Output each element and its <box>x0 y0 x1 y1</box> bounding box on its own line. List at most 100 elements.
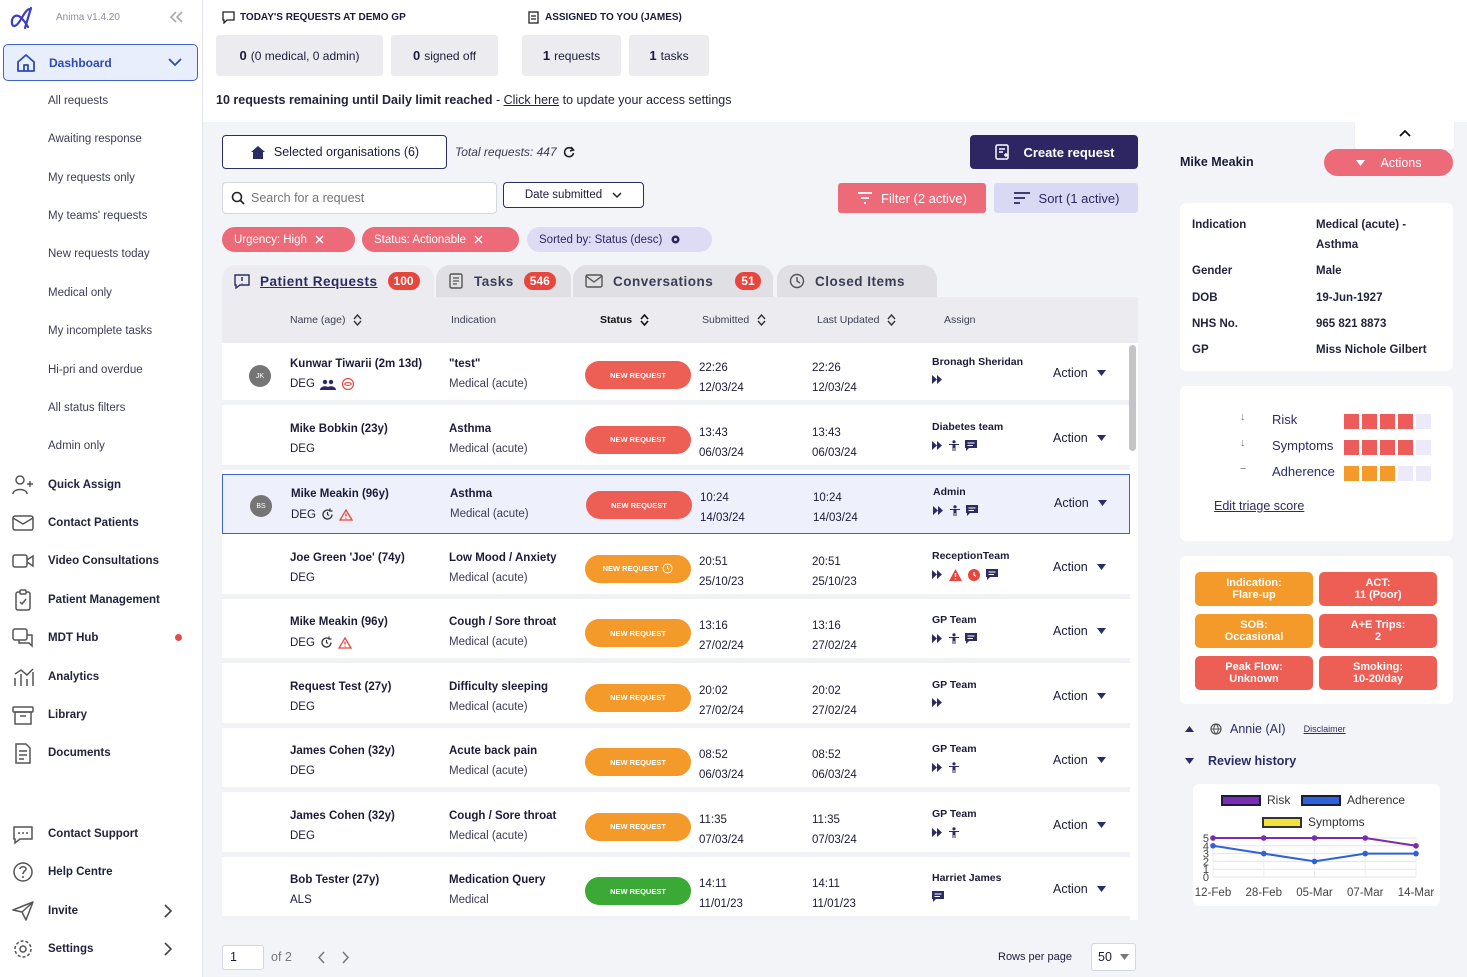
access-settings-link[interactable]: Click here <box>503 93 560 107</box>
table-row[interactable]: Joe Green 'Joe' (74y) DEG Low Mood / Anxie… <box>222 538 1130 599</box>
nav-dashboard[interactable]: Dashboard <box>3 44 198 81</box>
person-icon[interactable] <box>950 505 960 516</box>
stat-assigned-requests[interactable]: 1 requests <box>522 35 621 76</box>
nav-documents[interactable]: Documents <box>10 741 195 765</box>
close-icon[interactable] <box>474 235 483 244</box>
nav-analytics[interactable]: Analytics <box>10 665 195 689</box>
col-name[interactable]: Name (age) <box>290 314 362 326</box>
person-icon[interactable] <box>949 633 959 644</box>
row-action-menu[interactable]: Action <box>1053 624 1106 638</box>
patient-name-age[interactable]: James Cohen (32y) <box>290 809 395 822</box>
sort-button[interactable]: Sort (1 active) <box>994 183 1138 213</box>
filter-button[interactable]: Filter (2 active) <box>838 183 986 213</box>
warning-icon[interactable] <box>949 568 962 581</box>
nav-invite[interactable]: Invite <box>10 899 195 923</box>
row-action-menu[interactable]: Action <box>1054 496 1107 510</box>
disclaimer-link[interactable]: Disclaimer <box>1303 724 1346 734</box>
assignee[interactable]: Bronagh Sheridan <box>932 356 1024 368</box>
table-row[interactable]: James Cohen (32y) DEG Acute back pain Medic… <box>222 732 1130 792</box>
legend-adherence[interactable]: Adherence <box>1301 793 1405 807</box>
close-icon[interactable] <box>315 235 324 244</box>
row-action-menu[interactable]: Action <box>1053 366 1106 380</box>
sub-all-status-filters[interactable]: All status filters <box>48 402 126 414</box>
stat-today-count[interactable]: 0 (0 medical, 0 admin) <box>216 35 383 76</box>
message-icon[interactable] <box>932 891 944 902</box>
nav-settings[interactable]: Settings <box>10 937 195 961</box>
status-badge[interactable]: NEW REQUEST <box>585 619 691 647</box>
assignee[interactable]: GP Team <box>932 743 977 755</box>
nav-video-consultations[interactable]: Video Consultations <box>10 549 195 573</box>
assignee[interactable]: GP Team <box>932 678 977 691</box>
status-badge[interactable]: NEW REQUEST <box>585 877 691 905</box>
status-badge[interactable]: NEW REQUEST <box>585 361 691 389</box>
row-action-menu[interactable]: Action <box>1053 882 1106 896</box>
patient-name-age[interactable]: Kunwar Tiwarii (2m 13d) <box>290 358 423 370</box>
fast-forward-icon[interactable] <box>932 570 943 579</box>
person-icon[interactable] <box>949 826 959 838</box>
sub-new-requests-today[interactable]: New requests today <box>48 248 150 260</box>
chevron-down-icon[interactable] <box>167 57 183 67</box>
table-row[interactable]: Request Test (27y) DEG Difficulty sleeping… <box>222 667 1130 728</box>
collapse-sidebar-icon[interactable] <box>168 10 184 24</box>
clinical-tag[interactable]: Indication: Flare-up <box>1195 572 1313 606</box>
fast-forward-icon[interactable] <box>932 375 943 384</box>
person-icon[interactable] <box>949 762 959 773</box>
fast-forward-icon[interactable] <box>932 827 943 837</box>
review-history-toggle[interactable]: Review history <box>1185 754 1296 768</box>
row-action-menu[interactable]: Action <box>1053 753 1106 767</box>
tab-closed-items[interactable]: Closed Items <box>777 265 937 297</box>
chip-urgency[interactable]: Urgency: High <box>222 227 355 252</box>
fast-forward-icon[interactable] <box>933 506 944 515</box>
patient-name-age[interactable]: Mike Meakin (96y) <box>291 488 389 500</box>
annie-ai-row[interactable]: Annie (AI) Disclaimer <box>1185 722 1346 736</box>
message-icon[interactable] <box>965 439 977 451</box>
status-badge[interactable]: NEW REQUEST <box>585 812 691 841</box>
col-last-updated[interactable]: Last Updated <box>817 314 896 326</box>
clinical-tag[interactable]: ACT: 11 (Poor) <box>1319 572 1437 606</box>
assignee[interactable]: GP Team <box>932 807 977 820</box>
patient-actions-button[interactable]: Actions <box>1324 149 1453 176</box>
sub-my-incomplete-tasks[interactable]: My incomplete tasks <box>48 325 153 337</box>
col-status[interactable]: Status <box>600 314 649 326</box>
row-action-menu[interactable]: Action <box>1053 818 1106 832</box>
table-row[interactable]: Bob Tester (27y) ALS Medication Query Medic… <box>222 861 1130 920</box>
nav-mdt-hub[interactable]: MDT Hub <box>10 626 195 650</box>
patient-name-age[interactable]: Request Test (27y) <box>290 680 392 693</box>
table-scrollbar[interactable] <box>1129 345 1136 451</box>
message-icon[interactable] <box>966 505 978 516</box>
message-icon[interactable] <box>965 633 977 644</box>
status-badge[interactable]: NEW REQUEST <box>585 554 691 583</box>
status-badge[interactable]: NEW REQUEST <box>586 491 692 519</box>
person-icon[interactable] <box>949 439 959 451</box>
table-row[interactable]: James Cohen (32y) DEG Cough / Sore throat M… <box>222 796 1130 857</box>
table-row[interactable]: Mike Bobkin (23y) DEG Asthma Medical (acute… <box>222 409 1130 470</box>
prev-page-icon[interactable] <box>317 951 325 964</box>
assignee[interactable]: Admin <box>933 486 966 498</box>
create-request-button[interactable]: Create request <box>970 135 1138 169</box>
fast-forward-icon[interactable] <box>932 763 943 772</box>
tab-tasks[interactable]: Tasks 546 <box>436 265 571 297</box>
clinical-tag[interactable]: Smoking: 10-20/day <box>1319 656 1437 690</box>
sub-hi-pri-overdue[interactable]: Hi-pri and overdue <box>48 364 143 376</box>
search-box[interactable] <box>222 182 497 214</box>
date-submitted-select[interactable]: Date submitted <box>503 182 644 208</box>
row-action-menu[interactable]: Action <box>1053 560 1106 574</box>
selected-organisations-button[interactable]: Selected organisations (6) <box>222 135 447 169</box>
assignee[interactable]: ReceptionTeam <box>932 549 1010 562</box>
sub-awaiting-response[interactable]: Awaiting response <box>48 133 142 145</box>
patient-name-age[interactable]: Mike Bobkin (23y) <box>290 422 388 435</box>
assignee[interactable]: GP Team <box>932 614 977 626</box>
search-input[interactable] <box>251 191 471 205</box>
sub-my-teams-requests[interactable]: My teams' requests <box>48 210 148 222</box>
table-row[interactable]: BS Mike Meakin (96y) DEG Asthma Medical (acu… <box>222 474 1130 534</box>
nav-quick-assign[interactable]: Quick Assign <box>10 473 195 497</box>
clinical-tag[interactable]: A+E Trips: 2 <box>1319 614 1437 648</box>
next-page-icon[interactable] <box>342 951 350 964</box>
nav-library[interactable]: Library <box>10 703 195 727</box>
status-badge[interactable]: NEW REQUEST <box>585 425 691 454</box>
assignee[interactable]: Harriet James <box>932 872 1002 884</box>
patient-name-age[interactable]: James Cohen (32y) <box>290 745 395 757</box>
table-row[interactable]: JK Kunwar Tiwarii (2m 13d) DEG "test" Medica… <box>222 345 1130 405</box>
sub-medical-only[interactable]: Medical only <box>48 287 112 299</box>
page-number-input[interactable]: 1 <box>222 945 264 970</box>
